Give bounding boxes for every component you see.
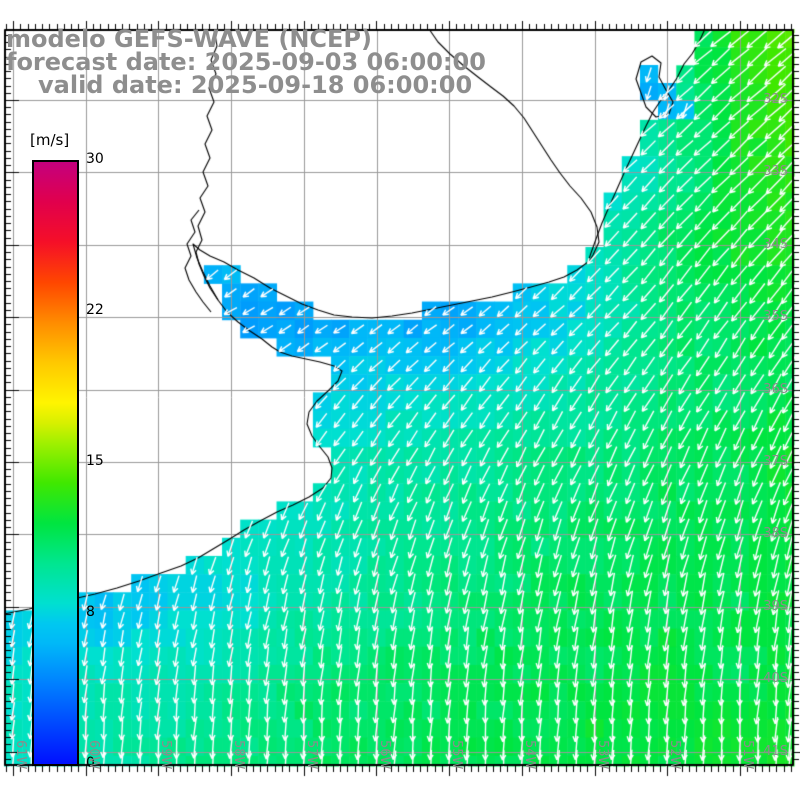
colorbar-unit-label: [m/s] bbox=[30, 131, 70, 149]
lon-label: 56W bbox=[376, 740, 392, 770]
colorbar bbox=[32, 160, 79, 766]
colorbar-tick-label: 15 bbox=[86, 453, 104, 469]
lat-label: 40S bbox=[763, 671, 788, 687]
lon-label: 61W bbox=[13, 740, 28, 770]
lon-label: 57W bbox=[303, 740, 319, 770]
lon-label: 53W bbox=[594, 740, 610, 770]
lon-label: 54W bbox=[521, 740, 537, 770]
valid-date-label: valid date: 2025-09-18 06:00:00 bbox=[38, 71, 473, 99]
lat-label: 34S bbox=[763, 236, 788, 252]
lat-label: 37S bbox=[763, 454, 788, 469]
colorbar-tick-label: 30 bbox=[86, 151, 104, 167]
lat-label: 41S bbox=[763, 743, 788, 759]
colorbar-tick-label: 8 bbox=[86, 604, 95, 620]
colorbar-tick-label: 22 bbox=[86, 302, 104, 318]
lat-label: 33S bbox=[763, 164, 788, 180]
lat-label: 38S bbox=[763, 526, 788, 542]
lat-label: 32S bbox=[763, 92, 788, 107]
lon-label: 60W bbox=[85, 740, 101, 770]
lon-label: 55W bbox=[449, 740, 465, 770]
lat-label: 35S bbox=[763, 309, 788, 325]
lon-label: 59W bbox=[158, 740, 174, 770]
model-title: modelo GEFS-WAVE (NCEP) bbox=[6, 25, 372, 53]
lon-label: 51W bbox=[740, 740, 755, 770]
lat-label: 36S bbox=[763, 381, 788, 397]
lon-label: 52W bbox=[667, 740, 683, 770]
lat-label: 39S bbox=[763, 598, 788, 614]
lon-label: 58W bbox=[231, 740, 247, 770]
colorbar-tick-label: 0 bbox=[86, 755, 95, 771]
forecast-date-label: forecast date: 2025-09-03 06:00:00 bbox=[6, 48, 486, 76]
